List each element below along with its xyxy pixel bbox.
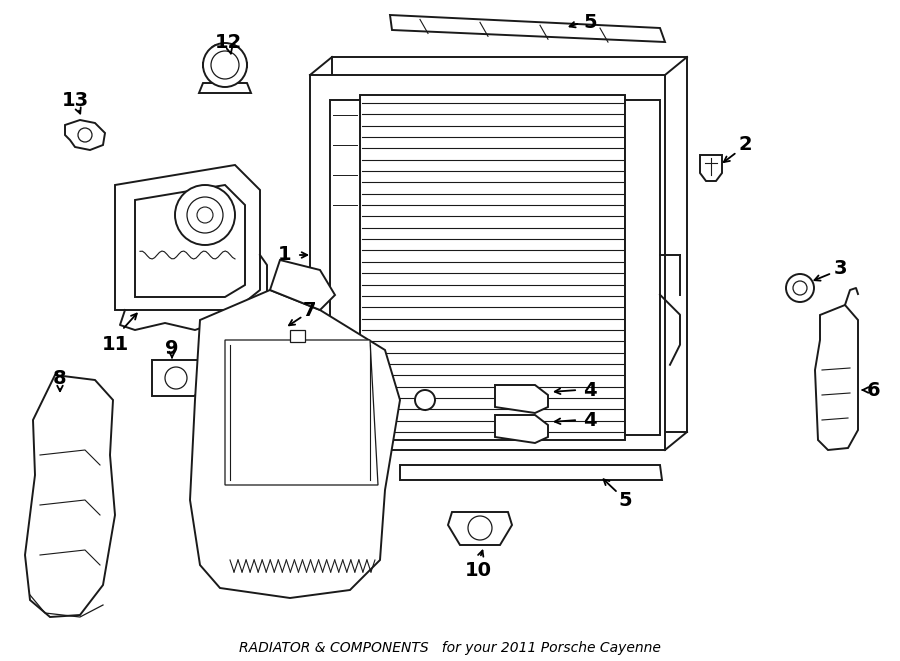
Polygon shape xyxy=(495,415,548,443)
Polygon shape xyxy=(225,340,378,485)
Text: 4: 4 xyxy=(583,381,597,399)
Polygon shape xyxy=(310,75,665,450)
Polygon shape xyxy=(815,305,858,450)
Polygon shape xyxy=(135,185,245,297)
Polygon shape xyxy=(495,385,548,413)
Text: 5: 5 xyxy=(583,13,597,32)
Text: 8: 8 xyxy=(53,368,67,387)
Text: 2: 2 xyxy=(738,136,752,155)
Text: 11: 11 xyxy=(102,336,129,354)
Polygon shape xyxy=(332,57,687,432)
Polygon shape xyxy=(270,260,335,310)
Polygon shape xyxy=(390,15,665,42)
Text: 9: 9 xyxy=(166,338,179,358)
Circle shape xyxy=(175,185,235,245)
Polygon shape xyxy=(65,120,105,150)
Text: 4: 4 xyxy=(583,410,597,430)
Circle shape xyxy=(415,390,435,410)
Polygon shape xyxy=(360,95,625,440)
Polygon shape xyxy=(115,165,260,310)
Polygon shape xyxy=(190,290,400,598)
Text: 6: 6 xyxy=(868,381,881,399)
Text: 7: 7 xyxy=(303,301,317,319)
Text: 12: 12 xyxy=(214,32,241,52)
Circle shape xyxy=(468,516,492,540)
Circle shape xyxy=(203,43,247,87)
Polygon shape xyxy=(330,100,360,435)
Circle shape xyxy=(165,367,187,389)
Text: 3: 3 xyxy=(833,258,847,278)
Polygon shape xyxy=(448,512,512,545)
Text: 10: 10 xyxy=(464,561,491,580)
Circle shape xyxy=(187,197,223,233)
Circle shape xyxy=(197,207,213,223)
Circle shape xyxy=(78,128,92,142)
Polygon shape xyxy=(25,375,115,617)
Circle shape xyxy=(793,281,807,295)
Text: 1: 1 xyxy=(278,245,292,264)
Circle shape xyxy=(786,274,814,302)
Polygon shape xyxy=(625,100,660,435)
Polygon shape xyxy=(290,330,305,342)
Text: RADIATOR & COMPONENTS   for your 2011 Porsche Cayenne: RADIATOR & COMPONENTS for your 2011 Pors… xyxy=(239,641,661,655)
Circle shape xyxy=(211,51,239,79)
Polygon shape xyxy=(152,360,207,396)
Text: 13: 13 xyxy=(61,91,88,110)
Text: 5: 5 xyxy=(618,490,632,510)
Polygon shape xyxy=(700,155,722,181)
Polygon shape xyxy=(400,465,662,480)
Polygon shape xyxy=(199,83,251,93)
